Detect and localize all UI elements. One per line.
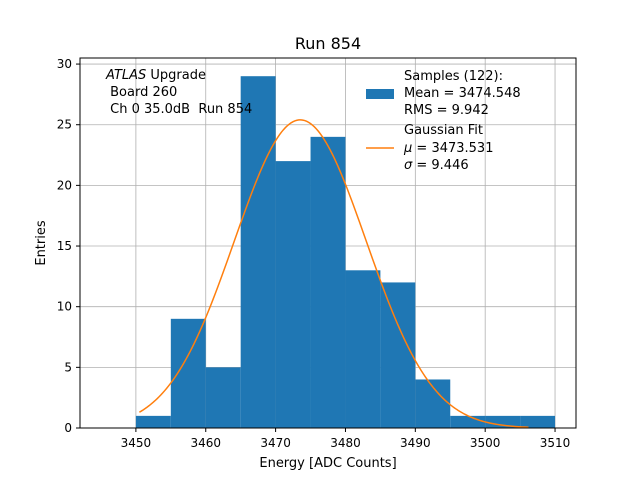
x-tick-label: 3510 [540, 436, 571, 450]
legend-mu-symbol: μ [403, 141, 412, 156]
x-tick-label: 3460 [190, 436, 221, 450]
x-tick-label: 3500 [470, 436, 501, 450]
axes-spines [79, 57, 577, 429]
y-tick-label: 15 [57, 239, 72, 253]
histogram-bar [520, 415, 556, 428]
y-axis-label: Entries [34, 220, 49, 266]
y-tick-label: 5 [64, 360, 72, 374]
legend-fit-mu: μ = 3473.531 [403, 141, 493, 156]
legend-fit-title: Gaussian Fit [404, 123, 483, 138]
x-tick-label: 3450 [121, 436, 152, 450]
annotation-line-3: Ch 0 35.0dB Run 854 [106, 102, 252, 117]
histogram-bar [450, 415, 486, 428]
legend-samples-title: Samples (122): [404, 69, 503, 84]
annotation-upgrade: Upgrade [146, 68, 206, 83]
x-tick-label: 3490 [400, 436, 431, 450]
legend-mu-value: = 3473.531 [412, 141, 493, 156]
histogram-bar [345, 270, 381, 428]
y-tick-label: 0 [64, 421, 72, 435]
histogram-bar [205, 367, 241, 428]
x-axis-label: Energy [ADC Counts] [259, 456, 396, 471]
chart-title: Run 854 [295, 34, 361, 53]
legend-fit-sigma: σ = 9.446 [404, 158, 469, 173]
axes-frame [79, 57, 577, 429]
legend-sigma-value: = 9.446 [412, 158, 468, 173]
legend-samples-rms: RMS = 9.942 [404, 103, 489, 118]
annotation-atlas: ATLAS [105, 68, 146, 83]
y-tick-label: 30 [57, 57, 72, 71]
x-tick-label: 3470 [260, 436, 291, 450]
legend-samples-mean: Mean = 3474.548 [404, 86, 521, 101]
y-tick-label: 20 [57, 178, 72, 192]
histogram-bar [485, 415, 521, 428]
annotation-line-1: ATLAS Upgrade [105, 68, 206, 83]
legend-sigma-symbol: σ [404, 158, 413, 173]
histogram-bar [310, 136, 346, 428]
y-tick-label: 25 [57, 118, 72, 132]
y-tick-label: 10 [57, 300, 72, 314]
legend-samples-patch [366, 89, 394, 99]
annotation-line-2: Board 260 [106, 85, 177, 100]
histogram-bar [275, 161, 311, 429]
histogram-bar [380, 282, 416, 428]
x-axis-ticks: 3450 3460 3470 3480 3490 3500 3510 [121, 428, 571, 450]
histogram-bars [135, 76, 556, 429]
histogram-bar [240, 76, 276, 429]
gaussian-fit-curve [138, 119, 529, 428]
histogram-bar [170, 318, 206, 428]
histogram-bar [135, 415, 171, 428]
legend: Samples (122): Mean = 3474.548 RMS = 9.9… [366, 69, 521, 173]
x-tick-label: 3480 [330, 436, 361, 450]
y-axis-ticks: 0 5 10 15 20 25 30 [57, 57, 80, 435]
atlas-annotation: ATLAS Upgrade Board 260 Ch 0 35.0dB Run … [105, 68, 252, 117]
